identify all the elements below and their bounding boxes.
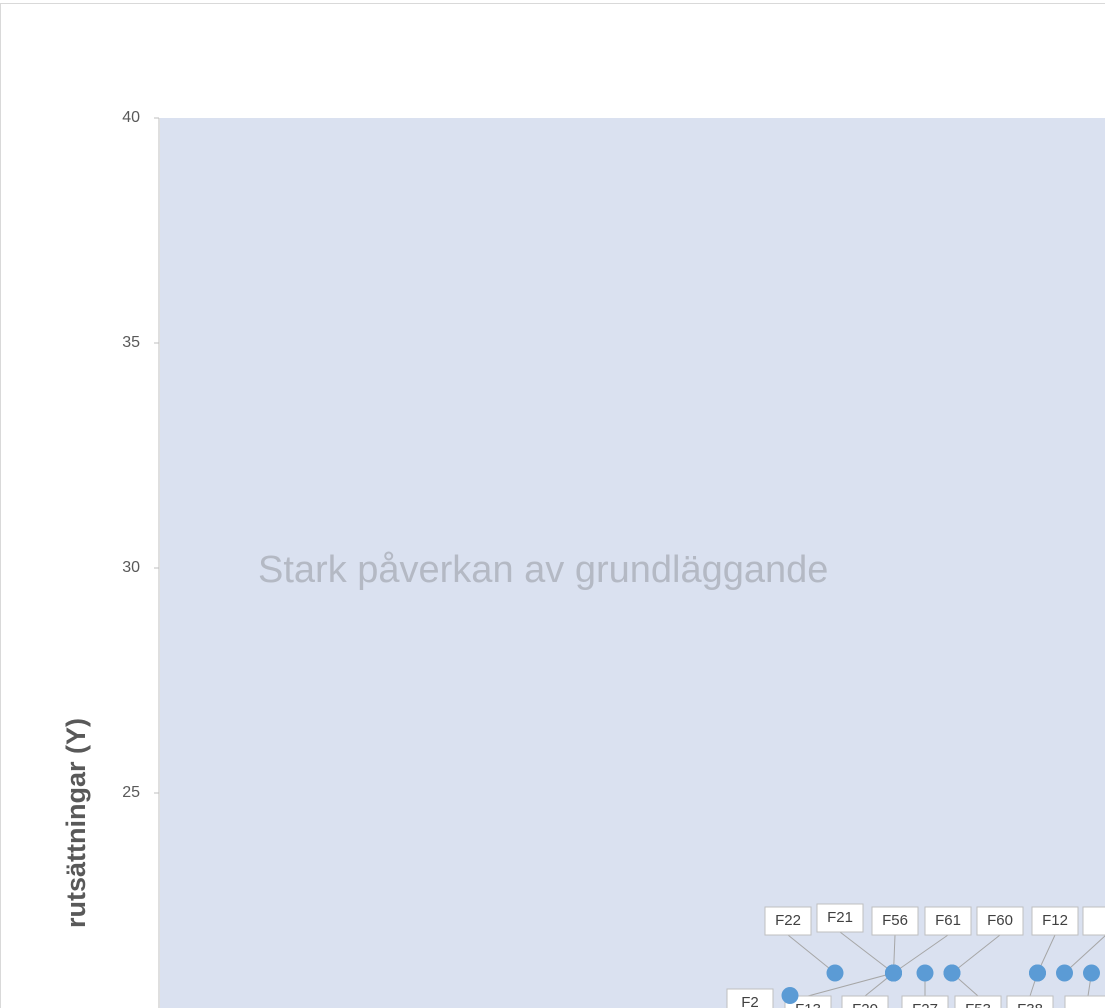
data-label: F38	[1017, 1001, 1043, 1008]
point	[1083, 964, 1100, 982]
label-box	[841, 995, 889, 1008]
y-tick-label: 40	[122, 109, 140, 126]
label-box	[764, 906, 812, 936]
data-label: F56	[882, 912, 908, 929]
leader-line	[893, 934, 949, 974]
label-box	[1006, 995, 1054, 1008]
y-tick-label: 30	[122, 559, 140, 576]
point	[943, 964, 961, 982]
data-label: F12	[1042, 912, 1068, 929]
annotation: Stark påverkan av grundläggande	[258, 549, 828, 591]
data-label: F20	[852, 1001, 878, 1008]
data-label: F60	[987, 912, 1013, 929]
label-box	[976, 906, 1024, 936]
leader-line	[1064, 935, 1105, 974]
data-label: F61	[935, 912, 961, 929]
y-tick-label: 25	[122, 784, 140, 801]
leader-line	[807, 972, 894, 997]
point	[885, 964, 902, 982]
leader-line	[951, 934, 1001, 974]
label-box	[726, 988, 774, 1008]
data-label: F13	[795, 1001, 821, 1008]
data-label: F2	[741, 994, 759, 1008]
data-label: F21	[827, 909, 853, 926]
label-box	[924, 906, 972, 936]
plot-area	[160, 118, 1105, 1008]
point	[826, 964, 844, 982]
point	[916, 964, 934, 982]
point	[781, 987, 799, 1004]
y-tick-label: 35	[122, 334, 140, 351]
point	[1029, 964, 1046, 982]
label-box	[901, 995, 949, 1008]
label-box	[871, 906, 919, 936]
leader-line	[787, 934, 836, 974]
data-label: F27	[912, 1001, 938, 1008]
label-box	[816, 903, 864, 933]
label-box	[1031, 906, 1079, 936]
label-box	[1082, 906, 1105, 936]
label-box	[1064, 995, 1105, 1008]
data-label: F22	[775, 912, 801, 929]
label-box	[954, 995, 1002, 1008]
point	[1056, 964, 1073, 982]
data-label: F53	[965, 1001, 991, 1008]
leader-line	[839, 931, 894, 974]
y-axis-label: rutsättningar (Y)	[61, 718, 91, 928]
